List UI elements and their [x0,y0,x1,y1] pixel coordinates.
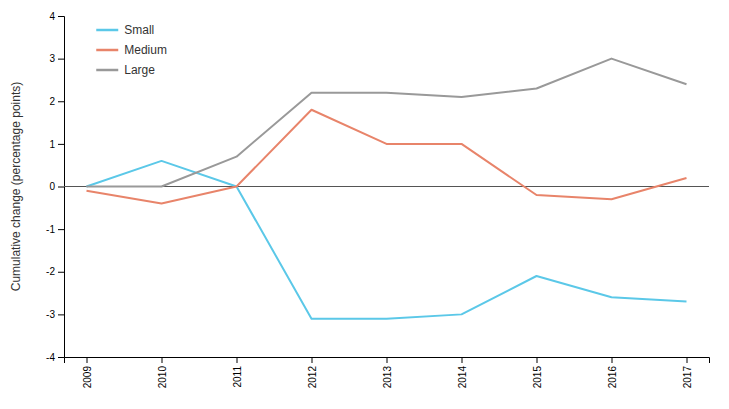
y-tick-label: -4 [46,352,55,363]
y-tick-label: -1 [46,224,55,235]
y-tick: 0 [49,181,64,192]
y-tick-mark [58,272,64,273]
x-tick-label: 2011 [232,366,243,388]
y-tick: -2 [46,266,64,277]
legend-label: Large [124,63,155,77]
chart: -4 -3 -2 -1 0 1 2 3 4 2009 2010 2011 2012 2013 2014 201… [0,0,729,409]
y-tick-mark [58,59,64,60]
x-tick-mark [612,357,613,363]
legend-item: Large [96,63,155,77]
y-tick-mark [58,357,64,358]
y-tick-label: 4 [49,11,55,22]
y-tick-mark [58,314,64,315]
x-tick: 2015 [532,357,543,388]
x-tick-label: 2009 [82,366,93,389]
x-tick-mark [162,357,163,363]
legend-label: Small [124,23,154,37]
x-tick: 2016 [607,357,618,388]
legend-swatch [96,49,118,52]
x-tick: 2011 [232,357,243,388]
y-axis-line [58,17,65,358]
x-tick-mark [237,357,238,363]
y-axis-title: Cumulative change (percentage points) [9,82,23,291]
y-tick-label: 3 [49,53,55,64]
x-tick-mark [387,357,388,363]
y-tick-mark [58,101,64,102]
x-tick-label: 2017 [682,366,693,389]
x-tick: 2012 [307,357,318,388]
legend-item: Small [96,23,154,37]
y-tick: -3 [46,309,64,320]
y-tick-mark [58,187,64,188]
x-tick-label: 2010 [157,366,168,389]
x-tick-mark [687,357,688,363]
x-tick-label: 2016 [607,366,618,389]
y-tick-label: 0 [49,181,55,192]
x-axis-line [65,358,710,364]
series-line [87,59,687,187]
x-tick-mark [537,357,538,363]
y-tick-label: 1 [49,139,55,150]
x-tick: 2017 [682,357,693,388]
y-tick: 1 [49,139,64,150]
series-line [87,110,687,204]
y-tick-label: -3 [46,309,55,320]
y-tick: 2 [49,96,64,107]
y-tick-mark [58,16,64,17]
x-tick-label: 2013 [382,366,393,389]
x-axis: 2009 2010 2011 2012 2013 2014 2015 2016 2017 [65,357,710,388]
x-tick-label: 2014 [457,366,468,389]
legend: Small Medium Large [96,23,167,77]
x-tick-mark [312,357,313,363]
y-tick: -4 [46,352,64,363]
legend-item: Medium [96,43,167,57]
x-tick-label: 2015 [532,366,543,389]
x-tick: 2014 [457,357,468,388]
legend-swatch [96,69,118,72]
legend-label: Medium [124,43,167,57]
y-axis: -4 -3 -2 -1 0 1 2 3 4 [46,11,64,363]
x-tick: 2009 [82,357,93,388]
series-line [87,161,687,319]
y-tick-mark [58,144,64,145]
x-tick-mark [87,357,88,363]
y-tick-label: 2 [49,96,55,107]
y-tick-label: -2 [46,266,55,277]
series-group [87,59,687,319]
x-tick-mark [462,357,463,363]
x-tick: 2010 [157,357,168,388]
y-tick-mark [58,229,64,230]
y-tick: -1 [46,224,64,235]
x-tick-label: 2012 [307,366,318,389]
legend-swatch [96,29,118,32]
y-tick: 4 [49,11,64,22]
y-tick: 3 [49,53,64,64]
plot-area: -4 -3 -2 -1 0 1 2 3 4 2009 2010 2011 2012 2013 2014 201… [46,11,709,389]
x-tick: 2013 [382,357,393,388]
